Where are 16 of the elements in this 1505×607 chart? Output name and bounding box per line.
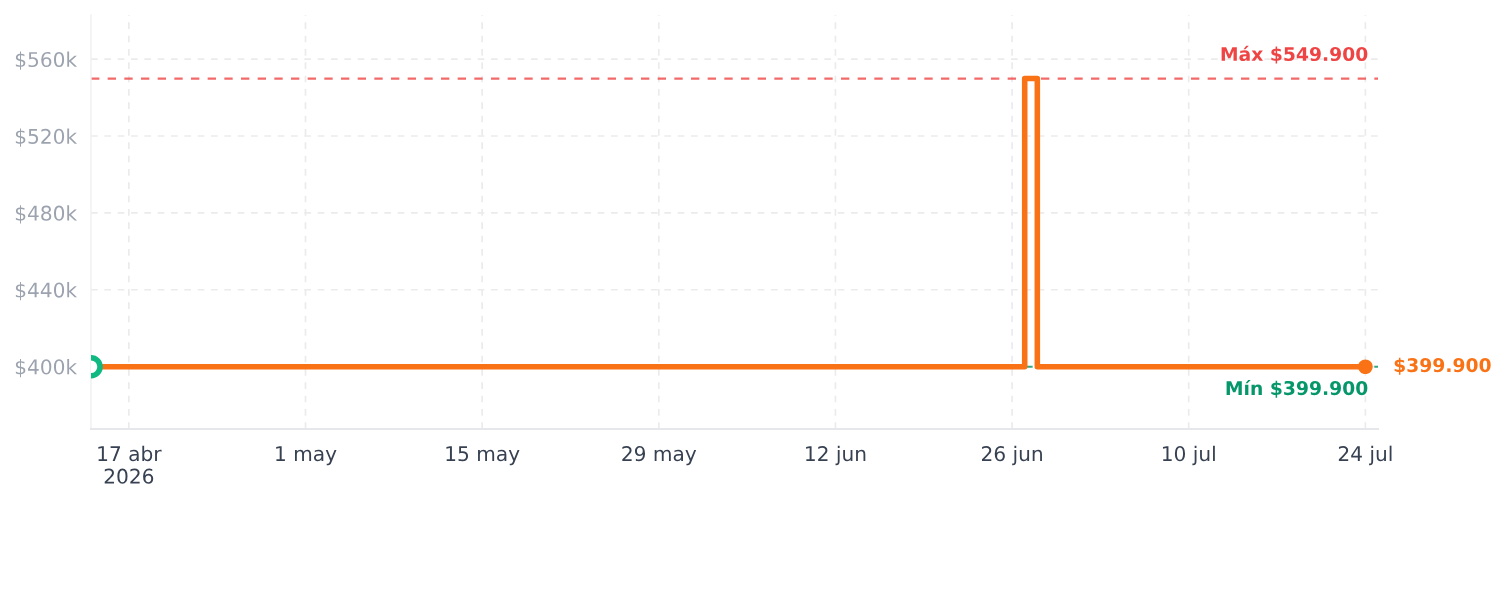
ref-line-label: Mín $399.900 [1226,379,1368,398]
x-tick-label: 15 may [446,446,520,466]
x-tick-label: 1 may [276,446,337,466]
x-tick-label: 26 jun [981,445,1042,466]
x-tick-label: 12 jun [806,445,866,466]
x-tick-label: 10 jul [1162,445,1215,466]
y-tick-label: $400k [15,358,78,378]
ref-line-label: Máx $549.900 [1221,45,1368,64]
y-tick-label: $440k [15,282,78,301]
y-tick-label: $480k [15,205,78,224]
annotation: $399.900 [1394,357,1491,375]
y-tick-label: $560k [15,51,78,70]
y-tick-label: $520k [15,128,78,147]
x-tick-label: 24 jul [1338,445,1392,466]
x-tick-label: 17 abr 2026 [98,445,162,484]
x-tick-label: 29 may [622,446,697,466]
